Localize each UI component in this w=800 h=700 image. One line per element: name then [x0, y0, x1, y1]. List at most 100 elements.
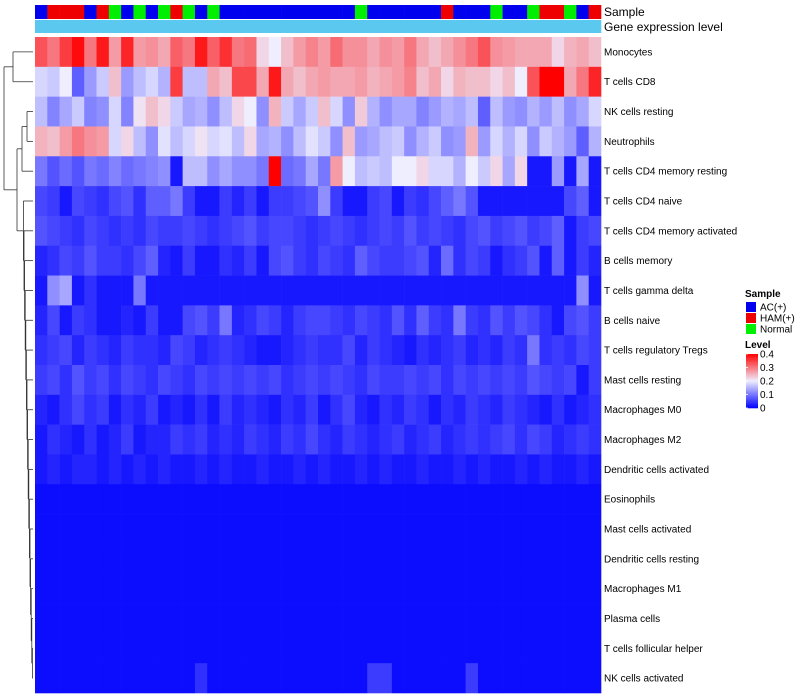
heatmap-cell	[256, 275, 270, 306]
heatmap-cell	[133, 365, 147, 396]
heatmap-cell	[576, 335, 589, 366]
gene-expression-cell	[465, 20, 479, 33]
sample-cell	[182, 5, 196, 19]
heatmap-cell	[293, 215, 306, 247]
heatmap-cell	[379, 365, 393, 396]
heatmap-cell	[490, 603, 503, 634]
heatmap-cell	[108, 215, 122, 247]
heatmap-cell	[416, 633, 430, 664]
heatmap-cell	[71, 543, 85, 575]
heatmap-cell	[268, 573, 282, 604]
heatmap-cell	[564, 365, 577, 396]
heatmap-cell	[133, 335, 147, 366]
heatmap-cell	[293, 156, 306, 187]
row-label: T cells CD4 memory activated	[604, 226, 737, 237]
heatmap-cell	[330, 603, 343, 634]
sample-cell	[367, 5, 380, 19]
heatmap-cell	[59, 186, 73, 217]
heatmap-cell	[416, 514, 430, 545]
heatmap-cell	[490, 484, 503, 515]
heatmap-cell	[564, 663, 577, 694]
heatmap-cell	[268, 514, 282, 545]
heatmap-cell	[367, 454, 380, 485]
heatmap-cell	[453, 633, 466, 664]
heatmap-cell	[588, 454, 602, 485]
heatmap-cell	[477, 66, 491, 97]
heatmap-cell	[256, 663, 270, 694]
heatmap-cell	[244, 543, 257, 575]
heatmap-cell	[465, 215, 479, 247]
heatmap-cell	[194, 365, 208, 396]
heatmap-cell	[342, 126, 356, 157]
heatmap-cell	[514, 543, 528, 575]
heatmap-cell	[539, 514, 553, 545]
sample-cell	[84, 5, 97, 19]
heatmap-cell	[47, 633, 60, 664]
heatmap-cell	[514, 394, 528, 425]
heatmap-cell	[576, 663, 589, 694]
heatmap-cell	[379, 245, 393, 276]
level-legend-tick-label: 0.1	[760, 390, 774, 401]
heatmap-cell	[244, 156, 257, 187]
heatmap-cell	[527, 365, 540, 396]
sample-cell	[194, 5, 208, 19]
row-label: Dendritic cells activated	[604, 465, 709, 476]
heatmap-cell	[576, 543, 589, 575]
heatmap-cell	[281, 424, 294, 455]
gene-expression-cell	[207, 20, 220, 33]
heatmap-cell	[194, 156, 208, 187]
heatmap-cell	[121, 186, 134, 217]
heatmap-cell	[96, 275, 110, 306]
heatmap-cell	[84, 37, 97, 68]
heatmap-cell	[96, 305, 110, 336]
sample-cell	[477, 5, 491, 19]
heatmap-cell	[305, 394, 319, 425]
sample-cell	[354, 5, 368, 19]
heatmap-cell	[256, 335, 270, 366]
heatmap-cell	[318, 245, 331, 276]
heatmap-cell	[244, 37, 257, 68]
heatmap-cell	[182, 365, 196, 396]
heatmap-cell	[158, 156, 171, 187]
heatmap-cell	[108, 335, 122, 366]
heatmap-cell	[514, 335, 528, 366]
heatmap-cell	[416, 424, 430, 455]
gene-expression-cell	[268, 20, 282, 33]
heatmap-cell	[564, 603, 577, 634]
heatmap-cell	[182, 66, 196, 97]
heatmap-cell	[47, 186, 60, 217]
heatmap-cell	[576, 484, 589, 515]
heatmap-cell	[354, 156, 368, 187]
heatmap-cell	[391, 424, 405, 455]
gene-expression-cell	[182, 20, 196, 33]
heatmap-cell	[354, 543, 368, 575]
heatmap-cell	[564, 305, 577, 336]
heatmap-cell	[465, 603, 479, 634]
heatmap-cell	[207, 633, 220, 664]
heatmap-cell	[367, 365, 380, 396]
heatmap-cell	[231, 514, 245, 545]
heatmap-cell	[354, 663, 368, 694]
heatmap-cell	[47, 305, 60, 336]
sample-cell	[145, 5, 159, 19]
heatmap-cell	[342, 66, 356, 97]
heatmap-cell	[194, 514, 208, 545]
heatmap-cell	[404, 275, 417, 306]
sample-cell	[71, 5, 85, 19]
level-legend-gradient-step	[746, 363, 758, 366]
heatmap-cell	[477, 275, 491, 306]
heatmap-cell	[182, 335, 196, 366]
gene-expression-cell	[391, 20, 405, 33]
heatmap-cell	[170, 633, 183, 664]
heatmap-cell	[158, 365, 171, 396]
heatmap-cell	[108, 454, 122, 485]
heatmap-cell	[527, 484, 540, 515]
heatmap-cell	[318, 365, 331, 396]
heatmap-cell	[71, 96, 85, 127]
heatmap-cell	[502, 245, 516, 276]
heatmap-cell	[281, 215, 294, 247]
heatmap-cell	[477, 365, 491, 396]
heatmap-cell	[342, 215, 356, 247]
level-legend-gradient-step	[746, 364, 758, 367]
heatmap-cell	[354, 275, 368, 306]
